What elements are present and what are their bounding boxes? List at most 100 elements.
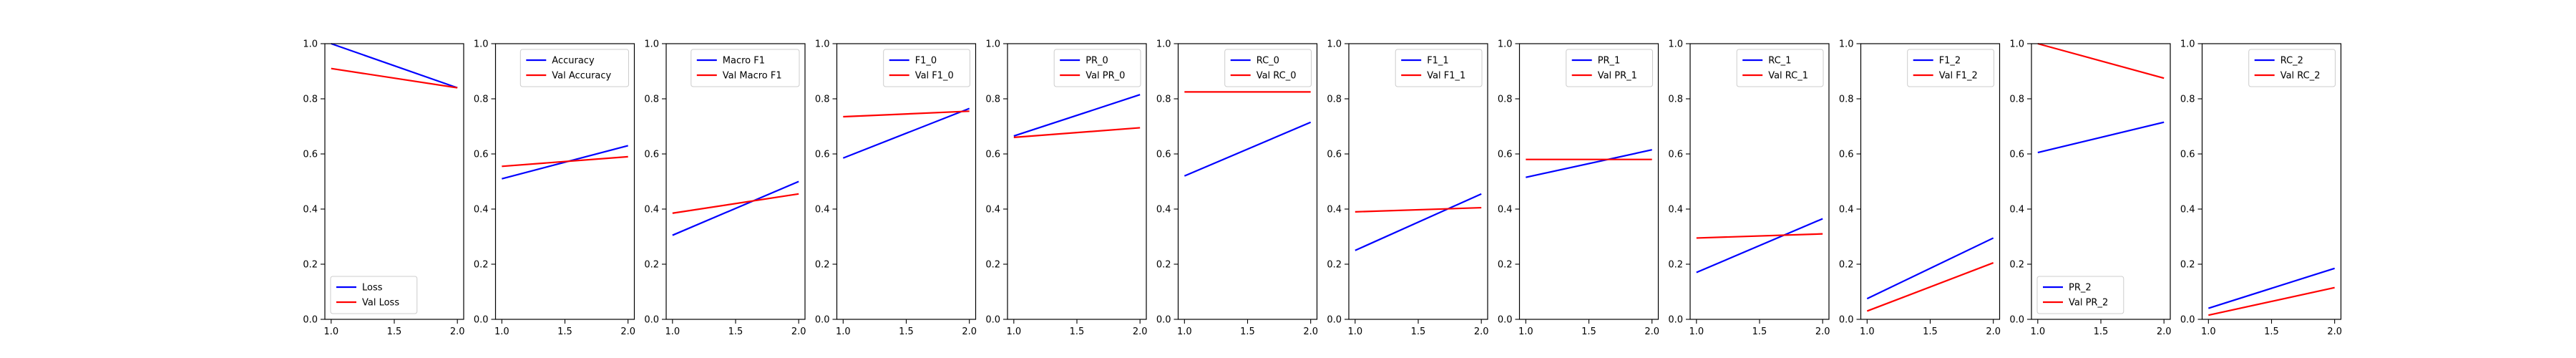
series-line-val bbox=[672, 193, 799, 214]
y-tick-label: 0.4 bbox=[1327, 205, 1342, 216]
legend-label: F1_0 bbox=[915, 56, 937, 67]
legend-label: Val F1_0 bbox=[915, 71, 954, 82]
y-tick-label: 1.0 bbox=[2009, 39, 2024, 50]
y-tick-label: 0.4 bbox=[815, 205, 830, 216]
series-line-train bbox=[672, 180, 799, 236]
series-line-train bbox=[1013, 94, 1141, 137]
x-tick-label: 2.0 bbox=[2157, 326, 2172, 337]
chart-panel-9: 0.0 0.2 0.4 0.6 0.8 1.0 1.0 1.5 2.0 RC_1 Val RC_1 bbox=[1668, 39, 1830, 338]
y-tick-label: 0.2 bbox=[985, 260, 1000, 271]
y-tick-label: 0.0 bbox=[1668, 315, 1683, 326]
legend-box bbox=[883, 49, 970, 87]
series-line-val bbox=[843, 110, 970, 118]
y-tick-label: 0.8 bbox=[1156, 95, 1171, 105]
legend-label: Val RC_2 bbox=[2280, 71, 2321, 82]
chart-panel-7: 0.0 0.2 0.4 0.6 0.8 1.0 1.0 1.5 2.0 F1_1 Val F1_1 bbox=[1327, 39, 1488, 338]
legend-box bbox=[519, 49, 629, 87]
chart-panel-1: 0.0 0.2 0.4 0.6 0.8 1.0 1.0 1.5 2.0 Loss Val Loss bbox=[303, 39, 464, 338]
legend: F1_2 Val F1_2 bbox=[1907, 49, 1994, 87]
y-tick-label: 0.8 bbox=[1498, 95, 1513, 105]
y-tick-label: 0.0 bbox=[815, 315, 830, 326]
x-tick-label: 1.5 bbox=[557, 326, 572, 337]
y-tick-label: 0.4 bbox=[2009, 205, 2024, 216]
chart-panel-11: 0.0 0.2 0.4 0.6 0.8 1.0 1.0 1.5 2.0 PR_2 Val PR_2 bbox=[2009, 39, 2171, 338]
y-tick-label: 0.2 bbox=[474, 260, 489, 271]
legend-label: F1_2 bbox=[1939, 56, 1961, 67]
x-tick-label: 2.0 bbox=[1474, 326, 1489, 337]
y-tick-label: 0.6 bbox=[815, 150, 830, 160]
series-line-train bbox=[1184, 121, 1312, 177]
series-line-train bbox=[1526, 149, 1652, 178]
legend: F1_0 Val F1_0 bbox=[883, 49, 970, 87]
y-tick-label: 0.4 bbox=[474, 205, 489, 216]
y-tick-label: 1.0 bbox=[1156, 39, 1171, 50]
legend-box bbox=[1736, 49, 1824, 87]
legend-label: Val PR_1 bbox=[1598, 71, 1637, 82]
y-tick-label: 0.8 bbox=[1668, 95, 1683, 105]
series-line-train bbox=[842, 107, 970, 159]
series-line-val bbox=[331, 67, 458, 89]
legend-label: Macro F1 bbox=[723, 56, 765, 67]
y-tick-label: 0.2 bbox=[1839, 260, 1854, 271]
legend-label: PR_2 bbox=[2069, 283, 2092, 294]
x-tick-label: 1.0 bbox=[1860, 326, 1875, 337]
y-tick-label: 0.0 bbox=[985, 315, 1000, 326]
series-line-train bbox=[1866, 237, 1994, 300]
y-tick-label: 0.8 bbox=[2009, 95, 2024, 105]
y-tick-label: 0.8 bbox=[474, 95, 489, 105]
series-line-train bbox=[1696, 218, 1823, 274]
y-tick-label: 0.4 bbox=[644, 205, 659, 216]
series-line-val bbox=[1355, 206, 1482, 213]
y-tick-label: 1.0 bbox=[985, 39, 1000, 50]
legend-box bbox=[1566, 49, 1653, 87]
legend-label: Val Loss bbox=[362, 298, 399, 309]
y-tick-label: 1.0 bbox=[815, 39, 830, 50]
y-tick-label: 0.0 bbox=[1156, 315, 1171, 326]
y-tick-label: 1.0 bbox=[1327, 39, 1342, 50]
y-tick-label: 0.0 bbox=[1498, 315, 1513, 326]
y-tick-label: 0.4 bbox=[303, 205, 318, 216]
chart-panel-8: 0.0 0.2 0.4 0.6 0.8 1.0 1.0 1.5 2.0 PR_1 Val PR_1 bbox=[1498, 39, 1659, 338]
legend: RC_0 Val RC_0 bbox=[1224, 49, 1312, 87]
legend-label: Val Macro F1 bbox=[723, 71, 782, 82]
x-tick-label: 1.0 bbox=[494, 326, 509, 337]
legend: Loss Val Loss bbox=[330, 276, 418, 314]
legend-label: RC_1 bbox=[1768, 56, 1791, 67]
series-line-train bbox=[2207, 267, 2336, 309]
chart-panel-4: 0.0 0.2 0.4 0.6 0.8 1.0 1.0 1.5 2.0 F1_0 Val F1_0 bbox=[815, 39, 977, 338]
chart-panel-12: 0.0 0.2 0.4 0.6 0.8 1.0 1.0 1.5 2.0 RC_2 Val RC_2 bbox=[2180, 39, 2342, 338]
x-tick-label: 2.0 bbox=[1986, 326, 2001, 337]
x-tick-label: 1.0 bbox=[1177, 326, 1192, 337]
y-tick-label: 0.2 bbox=[2180, 260, 2195, 271]
y-tick-label: 0.2 bbox=[2009, 260, 2024, 271]
x-tick-label: 1.0 bbox=[1006, 326, 1021, 337]
y-tick-label: 0.0 bbox=[1839, 315, 1854, 326]
legend: PR_2 Val PR_2 bbox=[2036, 276, 2124, 314]
series-line-val bbox=[1866, 262, 1994, 312]
chart-panel-6: 0.0 0.2 0.4 0.6 0.8 1.0 1.0 1.5 2.0 RC_0 Val RC_0 bbox=[1156, 39, 1318, 338]
y-tick-label: 0.6 bbox=[644, 150, 659, 160]
y-tick-label: 0.4 bbox=[1156, 205, 1171, 216]
y-tick-label: 0.8 bbox=[815, 95, 830, 105]
y-tick-label: 0.6 bbox=[1668, 150, 1683, 160]
series-line-val bbox=[1696, 233, 1823, 239]
x-tick-label: 2.0 bbox=[450, 326, 465, 337]
y-tick-label: 0.2 bbox=[1156, 260, 1171, 271]
y-tick-label: 0.4 bbox=[985, 205, 1000, 216]
x-tick-label: 1.0 bbox=[836, 326, 851, 337]
legend-label: RC_2 bbox=[2280, 56, 2303, 67]
x-tick-label: 2.0 bbox=[962, 326, 977, 337]
legend-box bbox=[330, 276, 418, 314]
legend: PR_1 Val PR_1 bbox=[1566, 49, 1653, 87]
y-tick-label: 0.0 bbox=[2180, 315, 2195, 326]
x-tick-label: 1.5 bbox=[899, 326, 914, 337]
legend-box bbox=[2036, 276, 2124, 314]
y-tick-label: 0.0 bbox=[474, 315, 489, 326]
x-tick-label: 1.0 bbox=[2201, 326, 2216, 337]
series-line-val bbox=[1013, 127, 1141, 138]
x-tick-label: 1.5 bbox=[1923, 326, 1938, 337]
series-line-train bbox=[2037, 121, 2165, 154]
legend-label: Val PR_2 bbox=[2069, 298, 2108, 309]
x-tick-label: 2.0 bbox=[2327, 326, 2342, 337]
